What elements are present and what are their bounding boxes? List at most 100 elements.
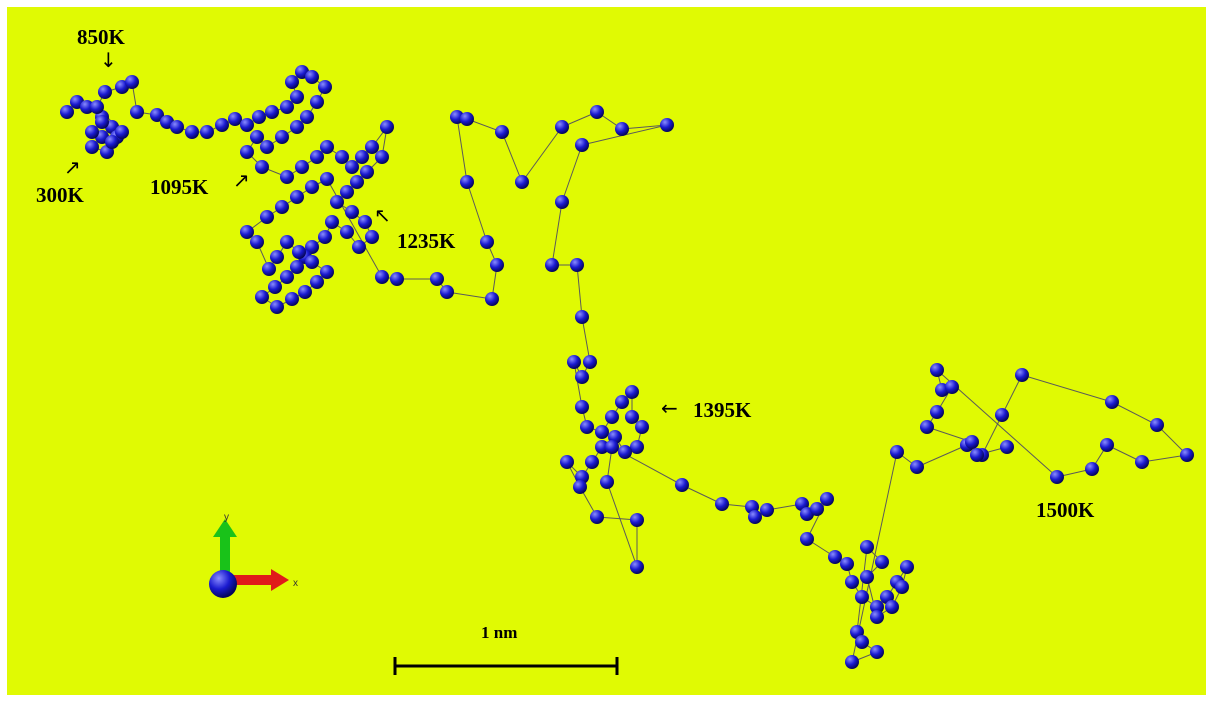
atom: [945, 380, 959, 394]
atom: [560, 455, 574, 469]
atom: [295, 160, 309, 174]
atom: [870, 600, 884, 614]
bond: [606, 481, 638, 568]
atom: [1085, 462, 1099, 476]
bond: [1111, 401, 1158, 426]
atom: [325, 215, 339, 229]
label-1235k: 1235K: [397, 229, 456, 253]
atom: [555, 120, 569, 134]
bond: [456, 116, 468, 183]
atom: [260, 140, 274, 154]
atom: [870, 645, 884, 659]
atom: [600, 475, 614, 489]
atom: [310, 275, 324, 289]
atom: [760, 503, 774, 517]
axis-x-arrowhead: [271, 569, 289, 591]
atom: [573, 480, 587, 494]
atom: [635, 420, 649, 434]
atom: [995, 408, 1009, 422]
atom: [285, 292, 299, 306]
atom: [860, 540, 874, 554]
atom: [615, 122, 629, 136]
atom: [265, 105, 279, 119]
atom: [250, 235, 264, 249]
atom: [575, 138, 589, 152]
atom: [675, 478, 689, 492]
arrow-300k: ↗: [64, 155, 81, 179]
bond: [551, 201, 563, 266]
atom: [105, 135, 119, 149]
atom: [305, 180, 319, 194]
atom: [280, 235, 294, 249]
atom: [320, 140, 334, 154]
label-1095k: 1095K: [150, 175, 209, 199]
atom: [320, 172, 334, 186]
atom: [305, 255, 319, 269]
atom: [255, 160, 269, 174]
atom: [380, 120, 394, 134]
atom: [920, 420, 934, 434]
bond: [446, 291, 493, 300]
atom: [318, 80, 332, 94]
atom: [430, 272, 444, 286]
atom: [800, 532, 814, 546]
atom: [630, 513, 644, 527]
atom: [495, 125, 509, 139]
axis-x-arrow: [227, 575, 273, 585]
scale-bar-label: 1 nm: [481, 623, 518, 642]
atom: [292, 245, 306, 259]
atom: [930, 363, 944, 377]
atom: [355, 150, 369, 164]
atom: [375, 150, 389, 164]
atom: [280, 270, 294, 284]
label-1395k: 1395K: [693, 398, 752, 422]
atom: [485, 292, 499, 306]
atom: [255, 290, 269, 304]
atom: [595, 440, 609, 454]
bond: [806, 498, 828, 540]
atom: [340, 185, 354, 199]
atom: [285, 75, 299, 89]
bond: [501, 131, 523, 183]
atom: [335, 150, 349, 164]
atom: [95, 115, 109, 129]
label-1500k: 1500K: [1036, 498, 1095, 522]
bond: [916, 444, 968, 468]
atom: [575, 400, 589, 414]
atom: [170, 120, 184, 134]
atom: [590, 105, 604, 119]
atom: [252, 110, 266, 124]
atom: [748, 510, 762, 524]
atom: [575, 310, 589, 324]
label-300k: 300K: [36, 183, 84, 207]
bond: [1141, 454, 1188, 463]
atom: [330, 195, 344, 209]
atom: [490, 258, 504, 272]
atom: [480, 235, 494, 249]
bond: [681, 484, 723, 505]
atom-trajectory: [60, 65, 1194, 675]
atom: [270, 300, 284, 314]
atom: [870, 610, 884, 624]
bond: [561, 144, 583, 203]
atom: [840, 557, 854, 571]
atom: [585, 455, 599, 469]
atom: [845, 655, 859, 669]
atom: [60, 105, 74, 119]
atom: [845, 575, 859, 589]
atom: [150, 108, 164, 122]
atom: [625, 385, 639, 399]
axis-x-label: x: [293, 578, 298, 589]
atom: [115, 125, 129, 139]
atom: [228, 112, 242, 126]
atom: [80, 100, 94, 114]
arrow-850k: ↓: [100, 48, 117, 72]
atom: [625, 410, 639, 424]
bond: [981, 414, 1003, 456]
atom: [318, 230, 332, 244]
axis-y-arrow: [220, 535, 230, 577]
atom: [515, 175, 529, 189]
atom: [1000, 440, 1014, 454]
atom: [545, 258, 559, 272]
bond: [573, 361, 583, 408]
